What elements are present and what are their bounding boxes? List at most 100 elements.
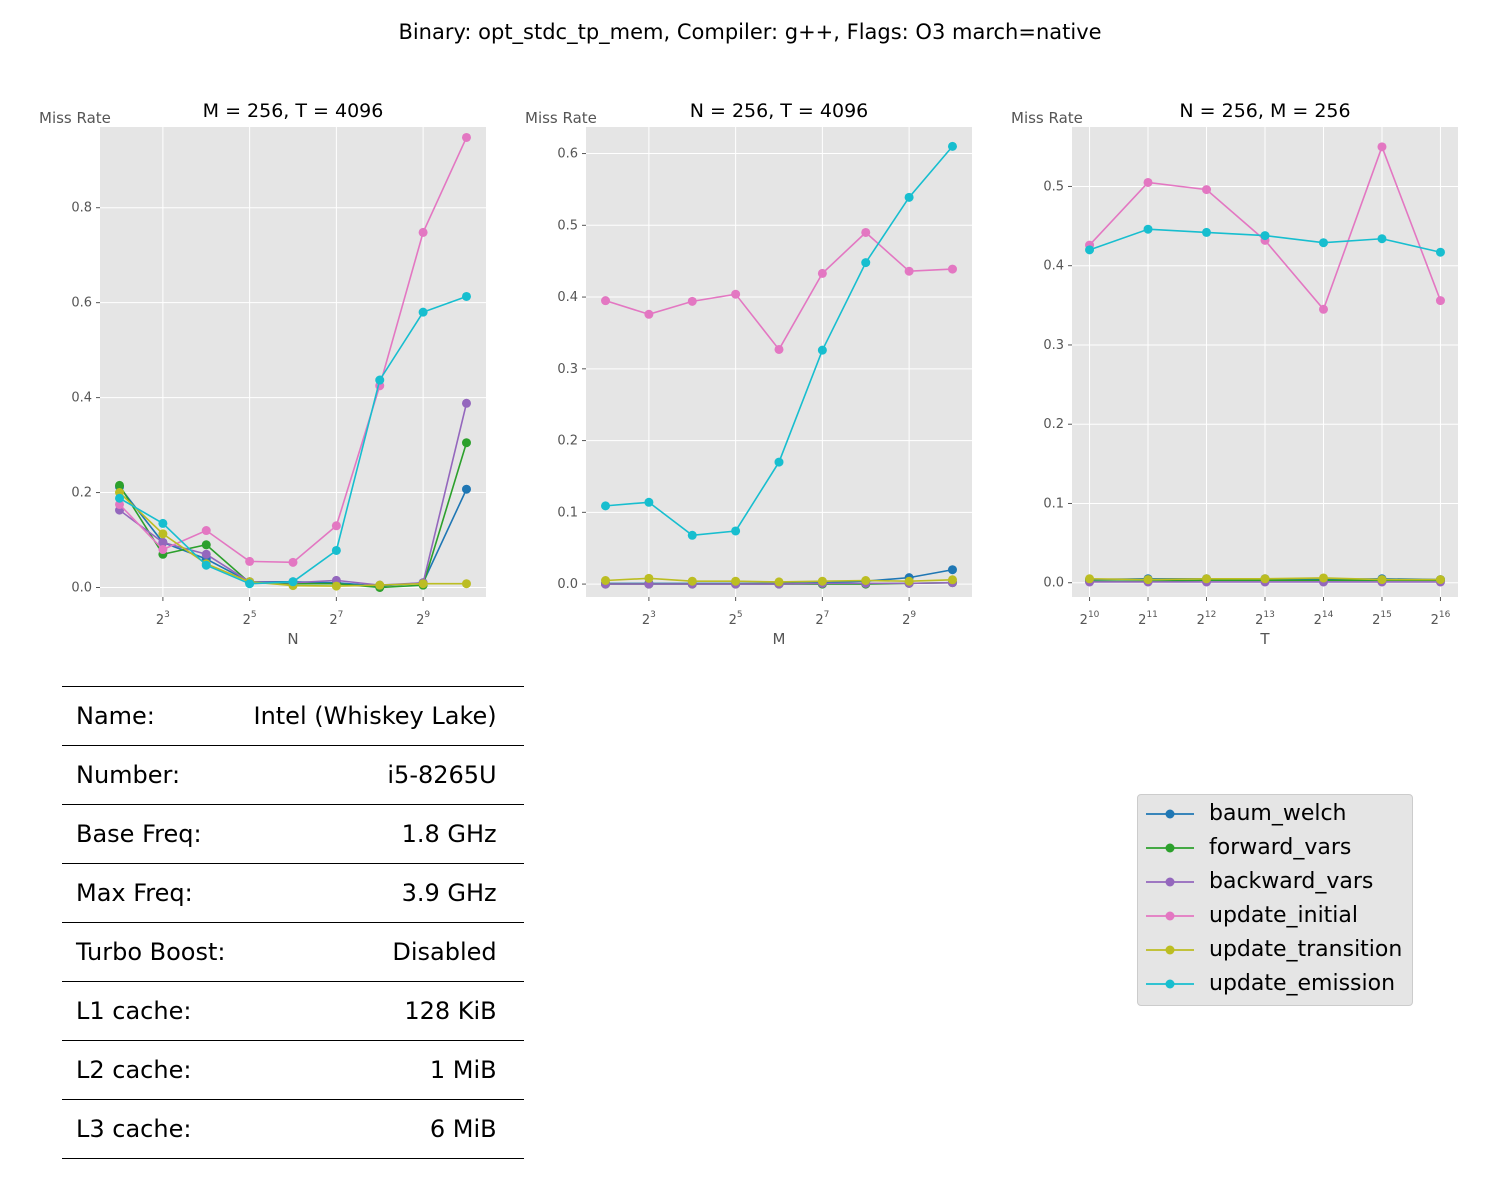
subplot-title: N = 256, M = 256: [1179, 100, 1350, 122]
data-point-backward_vars: [461, 398, 471, 408]
data-point-update_initial: [1143, 177, 1153, 187]
spec-value: Intel (Whiskey Lake): [239, 686, 524, 746]
x-tick-label: 215: [1372, 610, 1392, 628]
data-point-update_emission: [817, 345, 827, 355]
y-tick-label: 0.2: [557, 434, 578, 449]
subplot-title: N = 256, T = 4096: [690, 100, 869, 122]
data-point-update_initial: [418, 227, 428, 237]
data-point-update_transition: [731, 576, 741, 586]
data-point-update_emission: [1085, 245, 1095, 255]
spec-key: Number:: [62, 745, 240, 805]
spec-key: L3 cache:: [62, 1099, 240, 1159]
data-point-baum_welch: [461, 484, 471, 494]
data-point-update_emission: [1318, 238, 1328, 248]
data-point-update_transition: [1143, 575, 1153, 585]
data-point-update_initial: [947, 264, 957, 274]
data-point-forward_vars: [461, 438, 471, 448]
y-axis-label: Miss Rate: [1011, 109, 1083, 127]
legend-marker: [1146, 911, 1194, 921]
data-point-update_emission: [1202, 227, 1212, 237]
data-point-update_initial: [158, 545, 168, 555]
legend-label: update_emission: [1209, 971, 1396, 996]
data-point-update_emission: [1260, 231, 1270, 241]
data-point-update_transition: [644, 573, 654, 583]
data-point-update_initial: [817, 268, 827, 278]
data-point-update_emission: [245, 579, 255, 589]
y-tick-label: 0.1: [557, 505, 578, 520]
legend-label: update_initial: [1209, 903, 1359, 928]
x-axis-label: N: [287, 630, 298, 648]
x-tick-label: 23: [156, 610, 170, 628]
spec-row: Base Freq: 1.8 GHz: [62, 804, 524, 864]
spec-row: L2 cache: 1 MiB: [62, 1040, 524, 1100]
spec-key: Max Freq:: [62, 863, 240, 923]
legend-marker: [1146, 809, 1194, 819]
x-tick-label: 23: [642, 610, 656, 628]
data-point-backward_vars: [201, 549, 211, 559]
data-point-update_transition: [1085, 574, 1095, 584]
y-tick-label: 0.4: [1043, 259, 1064, 274]
y-tick-label: 0.6: [71, 296, 92, 311]
spec-row: Number: i5-8265U: [62, 745, 524, 805]
spec-value: 6 MiB: [239, 1099, 524, 1159]
y-tick-label: 0.0: [71, 581, 92, 596]
data-point-update_transition: [687, 576, 697, 586]
data-point-update_initial: [331, 521, 341, 531]
data-point-update_emission: [731, 526, 741, 536]
figure-title: Binary: opt_stdc_tp_mem, Compiler: g++, …: [398, 20, 1102, 44]
data-point-update_emission: [201, 560, 211, 570]
spec-row: Max Freq: 3.9 GHz: [62, 863, 524, 923]
x-axis-label: T: [1259, 630, 1270, 648]
spec-key: Turbo Boost:: [62, 922, 240, 982]
data-point-update_initial: [115, 499, 125, 509]
y-tick-label: 0.2: [71, 486, 92, 501]
spec-row: L1 cache: 128 KiB: [62, 981, 524, 1041]
y-tick-label: 0.6: [557, 147, 578, 162]
data-point-update_initial: [1435, 296, 1445, 306]
y-tick-label: 0.5: [1043, 179, 1064, 194]
spec-value: 3.9 GHz: [239, 863, 524, 923]
y-tick-label: 0.8: [71, 201, 92, 216]
data-point-update_emission: [1435, 247, 1445, 257]
legend-label: backward_vars: [1209, 869, 1374, 894]
data-point-update_transition: [817, 576, 827, 586]
x-tick-label: 212: [1197, 610, 1217, 628]
data-point-update_transition: [418, 579, 428, 589]
data-point-update_transition: [947, 575, 957, 585]
data-point-update_emission: [375, 375, 385, 385]
x-tick-label: 214: [1314, 610, 1334, 628]
data-point-update_emission: [947, 141, 957, 151]
x-tick-label: 216: [1431, 610, 1451, 628]
legend-marker: [1146, 945, 1194, 955]
data-point-update_initial: [461, 132, 471, 142]
spec-row: L3 cache: 6 MiB: [62, 1099, 524, 1159]
legend-item-backward_vars: backward_vars: [1138, 865, 1412, 899]
data-point-update_emission: [1377, 234, 1387, 244]
legend-item-update_initial: update_initial: [1138, 899, 1412, 933]
legend-marker: [1146, 843, 1194, 853]
legend-label: baum_welch: [1209, 801, 1347, 826]
data-point-update_transition: [375, 580, 385, 590]
data-point-update_initial: [1377, 142, 1387, 152]
charts-area: 0.0 0.2 0.4 0.6 0.8 23 25 27 29 M = 256, T = 4096…: [39, 100, 1458, 648]
spec-row: Turbo Boost: Disabled: [62, 922, 524, 982]
spec-key: L1 cache:: [62, 981, 240, 1041]
data-point-baum_welch: [947, 565, 957, 575]
data-point-update_emission: [601, 501, 611, 511]
x-tick-label: 213: [1255, 610, 1275, 628]
legend-item-baum_welch: baum_welch: [1138, 797, 1412, 831]
data-point-update_emission: [1143, 224, 1153, 234]
y-tick-label: 0.2: [1043, 417, 1064, 432]
plot-background: [586, 127, 972, 597]
y-tick-label: 0.4: [71, 391, 92, 406]
legend-label: forward_vars: [1209, 835, 1352, 860]
spec-value: 1 MiB: [239, 1040, 524, 1100]
cpu-spec-table: Name: Intel (Whiskey Lake) Number: i5-8265U…: [62, 686, 524, 1159]
data-point-update_emission: [904, 192, 914, 202]
data-point-update_emission: [158, 518, 168, 528]
spec-row: Name: Intel (Whiskey Lake): [62, 686, 524, 746]
y-axis-label: Miss Rate: [525, 109, 597, 127]
legend-item-forward_vars: forward_vars: [1138, 831, 1412, 865]
y-tick-label: 0.5: [557, 218, 578, 233]
